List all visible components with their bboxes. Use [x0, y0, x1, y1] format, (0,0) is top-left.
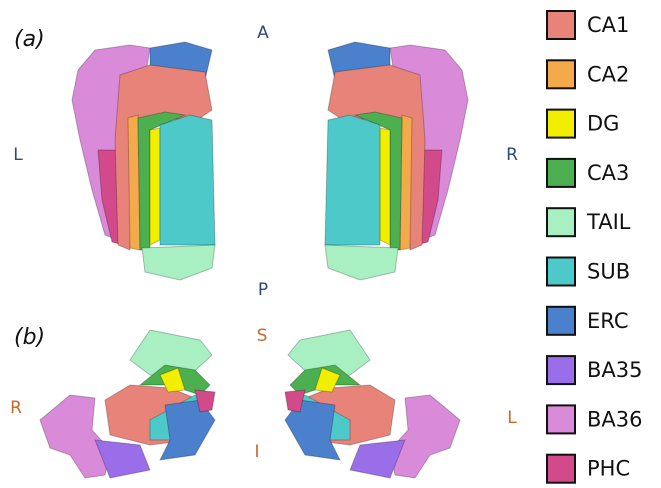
legend-label: CA2	[587, 62, 629, 86]
render-left-a	[72, 42, 215, 280]
render-right-b	[285, 330, 460, 478]
orientation-label: R	[10, 398, 22, 418]
orientation-label: I	[254, 442, 259, 462]
orientation-label: R	[506, 145, 518, 165]
orientation-label: P	[258, 280, 268, 300]
legend-label: ERC	[587, 309, 628, 333]
legend-swatch	[547, 307, 575, 335]
legend-swatch	[547, 11, 575, 39]
legend-swatch	[547, 110, 575, 138]
panel-label: (b)	[14, 325, 45, 350]
render-left-b	[40, 330, 215, 478]
legend-label: PHC	[587, 457, 630, 481]
legend-swatch	[547, 405, 575, 433]
legend-swatch	[547, 159, 575, 187]
legend-swatch	[547, 455, 575, 483]
legend-swatch	[547, 60, 575, 88]
legend-label: DG	[587, 112, 619, 136]
orientation-label: A	[257, 23, 269, 43]
legend-label: BA35	[587, 358, 643, 382]
legend-swatch	[547, 208, 575, 236]
figure: (a) A L R P (b) S R L I CA1 CA2 DG CA3 TAIL S…	[0, 0, 661, 488]
orientation-label: L	[13, 145, 23, 165]
orientation-label: S	[257, 326, 268, 346]
orientation-label: L	[507, 408, 517, 428]
legend-label: TAIL	[586, 210, 631, 234]
legend-label: CA1	[587, 13, 629, 37]
legend-swatch	[547, 356, 575, 384]
render-right-a	[325, 42, 468, 280]
legend: CA1 CA2 DG CA3 TAIL SUB ERC BA35 BA36 PHC	[547, 11, 643, 483]
panel-label: (a)	[14, 27, 45, 52]
legend-label: SUB	[587, 260, 630, 284]
legend-swatch	[547, 258, 575, 286]
legend-label: BA36	[587, 407, 643, 431]
legend-label: CA3	[587, 161, 629, 185]
